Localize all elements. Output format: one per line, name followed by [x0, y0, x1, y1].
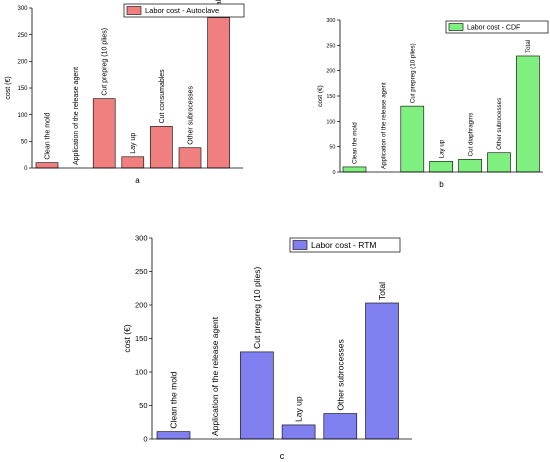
category-label-cut-prepreg-10-plies: Cut prepreg (10 plies) — [252, 267, 262, 349]
category-label-cut-prepreg-10-plies: Cut prepreg (10 plies) — [102, 28, 109, 96]
bar-total — [516, 55, 540, 173]
panel-label: a — [135, 176, 140, 185]
bar-other-subrocesses — [323, 413, 358, 440]
y-tick-label: 300 — [135, 234, 148, 243]
y-tick-label: 150 — [326, 94, 335, 100]
bar-total — [207, 17, 230, 169]
legend-swatch — [448, 23, 464, 31]
category-label-other-subrocesses: Other subrocesses — [496, 98, 503, 150]
category-label-lay-up: Lay up — [130, 133, 137, 154]
bar-cut-prepreg-10-plies — [92, 98, 116, 169]
category-label-cut-diaphragms: Cut diaphragms — [467, 113, 474, 157]
bar-cut-consumables — [150, 126, 173, 169]
panel-label: c — [280, 451, 285, 461]
bar-cut-prepreg-10-plies — [400, 105, 425, 173]
legend-label: Labor cost - Autoclave — [145, 6, 219, 15]
category-label-clean-the-mold: Clean the mold — [352, 122, 359, 164]
category-label-clean-the-mold: Clean the mold — [168, 371, 178, 428]
chart-panel-c: Clean the mold Application of the release… — [122, 234, 412, 461]
y-tick-label: 50 — [329, 145, 335, 151]
y-tick-label: 250 — [326, 43, 335, 49]
legend-label: Labor cost - CDF — [467, 25, 520, 32]
category-label-cut-prepreg-10-plies: Cut prepreg (10 plies) — [409, 43, 416, 103]
category-label-other-subrocesses: Other subrocesses — [187, 85, 194, 144]
legend-box — [123, 3, 245, 18]
bar-other-subrocesses — [178, 147, 202, 169]
y-tick-label: 100 — [17, 113, 28, 119]
category-label-lay-up: Lay up — [294, 396, 304, 422]
y-tick-label: 100 — [326, 119, 335, 125]
bar-cut-diaphragms — [458, 159, 482, 173]
y-tick-label: 300 — [326, 18, 335, 24]
category-label-total: Total — [377, 282, 387, 300]
category-label-application-of-the-release-agent: Application of the release agent — [210, 316, 220, 436]
y-tick-label: 0 — [332, 170, 335, 176]
y-tick-label: 0 — [24, 166, 28, 172]
panel-label: b — [439, 180, 444, 189]
category-label-application-of-the-release-agent: Application of the release agent — [73, 67, 80, 165]
y-tick-label: 250 — [135, 267, 148, 276]
bar-clean-the-mold — [342, 166, 367, 173]
legend: Labor cost - CDF — [445, 20, 549, 34]
category-label-application-of-the-release-agent: Application of the release agent — [381, 82, 388, 169]
y-axis-label: cost (€) — [317, 85, 324, 107]
y-tick-label: 200 — [17, 59, 28, 65]
category-label-cut-consumables: Cut consumables — [159, 69, 166, 124]
bar-lay-up — [121, 156, 145, 169]
bar-lay-up — [429, 161, 454, 173]
category-label-lay-up: Lay up — [438, 139, 445, 158]
bar-other-subrocesses — [487, 152, 511, 173]
chart-panel-a: Clean the mold Application of the release… — [5, 0, 245, 185]
y-axis-label: cost (€) — [122, 324, 132, 353]
y-tick-label: 50 — [139, 401, 147, 410]
bar-clean-the-mold — [35, 162, 59, 169]
legend-box — [445, 20, 549, 34]
bar-clean-the-mold — [156, 431, 191, 440]
legend-swatch — [126, 6, 142, 15]
category-label-total: Total — [525, 40, 532, 53]
legend: Labor cost - RTM — [289, 237, 401, 253]
legend-label: Labor cost - RTM — [311, 240, 377, 250]
chart-panel-b: Clean the mold Application of the release… — [317, 18, 549, 189]
y-tick-label: 200 — [326, 69, 335, 75]
y-axis-label: cost (€) — [5, 76, 12, 99]
y-tick-label: 250 — [17, 33, 28, 39]
legend-box — [289, 237, 401, 253]
y-tick-label: 50 — [21, 139, 28, 145]
legend: Labor cost - Autoclave — [123, 3, 245, 18]
category-label-clean-the-mold: Clean the mold — [44, 112, 51, 159]
bar-total — [365, 302, 399, 440]
bar-cut-prepreg-10-plies — [240, 351, 274, 440]
legend-swatch — [292, 240, 308, 250]
bar-lay-up — [281, 424, 316, 440]
category-label-other-subrocesses: Other subrocesses — [335, 339, 345, 410]
y-tick-label: 150 — [17, 86, 28, 92]
y-tick-label: 0 — [143, 435, 147, 444]
y-tick-label: 200 — [135, 301, 148, 310]
y-tick-label: 100 — [135, 368, 148, 377]
y-tick-label: 150 — [135, 334, 148, 343]
y-tick-label: 300 — [17, 6, 28, 12]
